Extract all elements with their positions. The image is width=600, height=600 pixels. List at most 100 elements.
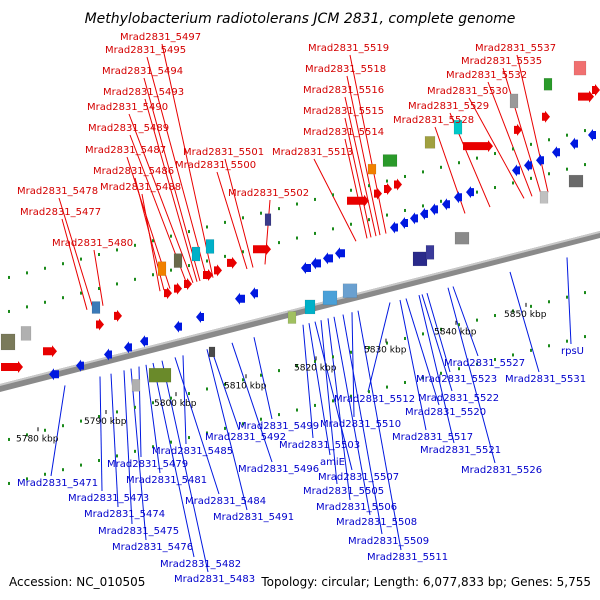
forward-gene-arrow (43, 345, 57, 358)
track-dot (44, 300, 46, 304)
forward-label-connector (93, 249, 104, 306)
track-dot (26, 305, 28, 309)
forward-gene-label: Mrad2831_5488 (100, 182, 181, 193)
forward-gene-arrow (164, 287, 172, 300)
track-dot (152, 273, 154, 277)
forward-gene-label: Mrad2831_5497 (120, 32, 201, 43)
forward-gene-label: Mrad2831_5518 (305, 64, 386, 75)
forward-gene-label: Mrad2831_5495 (105, 45, 186, 56)
forward-gene-arrow (214, 264, 222, 277)
genome-info-text: Topology: circular; Length: 6,077,833 bp… (260, 575, 591, 589)
track-dot (476, 362, 478, 366)
track-dot (512, 147, 514, 151)
reverse-gene-label: Mrad2831_5496 (238, 464, 319, 475)
reverse-gene-arrow (454, 191, 462, 204)
track-dot (152, 401, 154, 405)
track-dot (8, 275, 10, 279)
track-dot (224, 382, 226, 386)
reverse-label-connector (174, 357, 220, 495)
tick-label: 5810 kbp (224, 381, 267, 391)
track-dot (134, 449, 136, 453)
reverse-gene-label: Mrad2831_5483 (174, 574, 255, 585)
track-dot (314, 359, 316, 363)
track-dot (332, 399, 334, 403)
reverse-gene-arrow (410, 212, 418, 225)
track-dot (566, 133, 568, 137)
forward-gene-arrow (253, 243, 271, 256)
track-dot (332, 227, 334, 231)
track-dot (224, 254, 226, 258)
domain-block (382, 154, 398, 167)
reverse-label-connector (351, 312, 355, 418)
track-dot (26, 271, 28, 275)
track-dot (116, 454, 118, 458)
forward-label-connector (468, 97, 525, 199)
forward-label-connector (224, 158, 254, 268)
domain-block (208, 346, 216, 358)
domain-block (322, 290, 338, 306)
reverse-label-connector (367, 302, 391, 393)
track-dot (350, 394, 352, 398)
reverse-label-connector (253, 337, 273, 420)
track-dot (116, 410, 118, 414)
reverse-gene-label: Mrad2831_5508 (336, 517, 417, 528)
track-dot (494, 152, 496, 156)
track-dot (44, 472, 46, 476)
track-dot (188, 264, 190, 268)
forward-gene-label: Mrad2831_5519 (308, 43, 389, 54)
forward-label-connector (349, 54, 387, 234)
forward-gene-label: Mrad2831_5530 (427, 86, 508, 97)
tick-label: 5850 kbp (504, 310, 547, 320)
forward-gene-label: Mrad2831_5486 (93, 166, 174, 177)
track-dot (260, 211, 262, 215)
reverse-gene-arrow (104, 348, 112, 361)
forward-label-connector (313, 158, 357, 242)
domain-block (568, 174, 584, 188)
track-dot (242, 422, 244, 426)
forward-label-connector (344, 138, 368, 239)
track-dot (368, 390, 370, 394)
domain-block (0, 333, 16, 351)
reverse-label-connector (123, 370, 133, 525)
forward-gene-arrow (542, 110, 550, 123)
track-dot (134, 277, 136, 281)
reverse-label-connector (182, 355, 187, 445)
track-dot (458, 323, 460, 327)
forward-label-connector (346, 75, 381, 236)
track-dot (296, 202, 298, 206)
track-dot (458, 367, 460, 371)
forward-gene-arrow (578, 90, 594, 103)
track-dot (242, 250, 244, 254)
forward-gene-label: Mrad2831_5537 (475, 43, 556, 54)
reverse-gene-label: Mrad2831_5507 (318, 472, 399, 483)
tick-label: 5840 kbp (434, 328, 477, 338)
domain-block (20, 326, 32, 341)
reverse-gene-label: Mrad2831_5499 (238, 421, 319, 432)
reverse-label-connector (447, 287, 496, 464)
track-dot (386, 385, 388, 389)
track-dot (566, 295, 568, 299)
reverse-gene-label: Mrad2831_5506 (316, 502, 397, 513)
reverse-gene-arrow (49, 368, 59, 381)
domain-block (509, 93, 519, 109)
forward-gene-label: Mrad2831_5493 (103, 87, 184, 98)
track-dot (62, 262, 64, 266)
track-dot (296, 236, 298, 240)
track-dot (134, 243, 136, 247)
reverse-label-connector (152, 362, 195, 558)
track-dot (242, 378, 244, 382)
track-dot (368, 184, 370, 188)
reverse-gene-label: Mrad2831_5491 (213, 512, 294, 523)
forward-gene-label: Mrad2831_5513 (272, 147, 353, 158)
track-dot (152, 239, 154, 243)
track-dot (62, 468, 64, 472)
track-dot (62, 296, 64, 300)
reverse-label-connector (308, 323, 331, 456)
domain-block (573, 60, 587, 76)
domain-block (264, 213, 272, 226)
reverse-gene-label: Mrad2831_5473 (68, 493, 149, 504)
track-dot (404, 174, 406, 178)
reverse-gene-arrow (588, 129, 596, 142)
